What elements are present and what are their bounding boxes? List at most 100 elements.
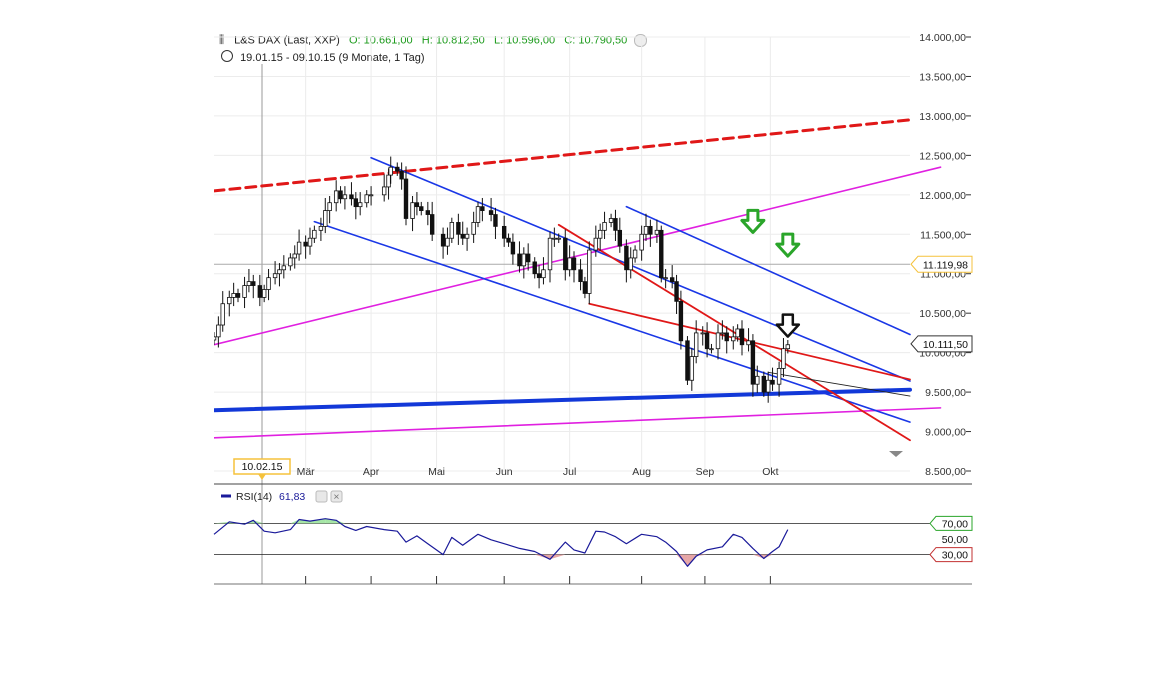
candle-body [582, 281, 588, 294]
candle-body [628, 257, 633, 271]
candle-body [731, 336, 736, 342]
candle-body [410, 202, 415, 219]
price-tick-label: 9.000,00 [925, 427, 966, 439]
candle-body [231, 293, 236, 298]
candle-body [445, 237, 450, 247]
rsi-indicator-name: RSI(14) [236, 491, 272, 503]
candle-body [464, 233, 470, 239]
candle-body [663, 277, 668, 280]
rsi-oversold-fill [763, 554, 773, 559]
candle-body [414, 202, 420, 208]
candle-body [456, 222, 461, 235]
candle-body [246, 281, 252, 286]
candle-body [488, 210, 494, 215]
candle-body [750, 340, 756, 385]
rsi-fills [214, 518, 773, 567]
last-price-tag-box [910, 335, 973, 353]
candle-body [480, 206, 485, 211]
candle-body [648, 225, 653, 235]
rsi-level-label: 30,00 [942, 550, 968, 562]
candle-body [425, 210, 431, 215]
rsi-level-tag [929, 515, 973, 531]
month-label: Okt [762, 466, 778, 478]
candle-body [689, 356, 695, 381]
candle-body [685, 340, 690, 381]
candle-body [403, 178, 409, 219]
candle-body [307, 237, 313, 247]
month-label: Jun [496, 466, 513, 478]
candle-body [440, 233, 446, 247]
candle-body [781, 348, 786, 369]
candle-body [571, 257, 577, 271]
trendline-blue-channel-upper [370, 156, 911, 382]
candle-body [770, 379, 775, 385]
candle-body [399, 170, 404, 180]
time-axis: Mär Apr Mai Jun Jul Aug Sep Okt 10.02.15 [214, 451, 972, 584]
rsi-header: RSI(14) 61,83 × [221, 490, 343, 503]
candle-body [735, 328, 740, 338]
candle-body [578, 269, 583, 283]
candle-body [525, 253, 531, 263]
rsi-panel: 70,00 50,00 30,00 RSI(14) 61,83 × [213, 490, 973, 585]
trendline-red-steep [557, 223, 911, 442]
crosshair-price-tag-box [910, 255, 973, 273]
candle-body [349, 194, 354, 200]
month-label: Jul [563, 466, 576, 478]
candle-body [556, 237, 561, 240]
candle-body [296, 241, 302, 255]
candle-body [674, 281, 679, 302]
candle-body [338, 190, 343, 200]
price-tick-label: 12.000,00 [919, 190, 966, 202]
candle-body [288, 257, 293, 267]
candle-body [220, 303, 225, 326]
candle-body [563, 237, 568, 271]
candle-body [567, 257, 572, 271]
rsi-overbought-fill [214, 521, 230, 524]
candle-body [381, 186, 387, 196]
price-tick-label: 12.500,00 [919, 150, 966, 162]
candle-body [235, 293, 241, 298]
candle-body [303, 241, 308, 247]
candle-body [654, 229, 660, 235]
candle-body [536, 273, 542, 279]
rsi-oversold-fill [534, 554, 550, 560]
candle-body [312, 229, 317, 239]
price-tick-label: 13.000,00 [919, 111, 966, 123]
candle-body [746, 340, 751, 346]
candle-body [327, 202, 332, 212]
rsi-level-tag [929, 547, 973, 563]
candle-body [521, 253, 527, 267]
candle-body [532, 261, 537, 275]
candle-body [678, 300, 684, 342]
candle-body [669, 277, 675, 283]
candle-body [765, 379, 771, 393]
candle-body [541, 269, 546, 279]
candle-body [395, 166, 400, 172]
candle-body [292, 253, 297, 259]
rsi-close-glyph: × [333, 491, 339, 503]
rsi-settings-icon[interactable] [315, 490, 328, 503]
crosshair-date-text: 10.02.15 [242, 461, 283, 473]
green-arrow-2 [775, 232, 801, 258]
trendline-magenta-rising [214, 166, 942, 346]
period-label: 19.01.15 - 09.10.15 (9 Monate, 1 Tag) [240, 52, 425, 64]
candle-body [449, 222, 455, 239]
trendline-dashed-red-top [214, 118, 912, 193]
scroll-down-icon[interactable] [889, 451, 903, 457]
clock-icon [221, 50, 233, 62]
candle-body [364, 194, 369, 204]
candle-body [214, 336, 217, 341]
candle-body [608, 218, 614, 223]
candle-body [724, 332, 729, 342]
candle-body [386, 174, 391, 188]
crosshair-date-pointer [258, 474, 266, 480]
candle-body [755, 375, 760, 385]
candle-body [419, 206, 424, 211]
candle-body [693, 332, 699, 357]
rsi-close-icon[interactable] [330, 490, 343, 503]
month-label: Mär [297, 466, 316, 478]
candle-body [552, 237, 557, 240]
candles-group [214, 156, 791, 403]
candle-body [318, 225, 324, 231]
